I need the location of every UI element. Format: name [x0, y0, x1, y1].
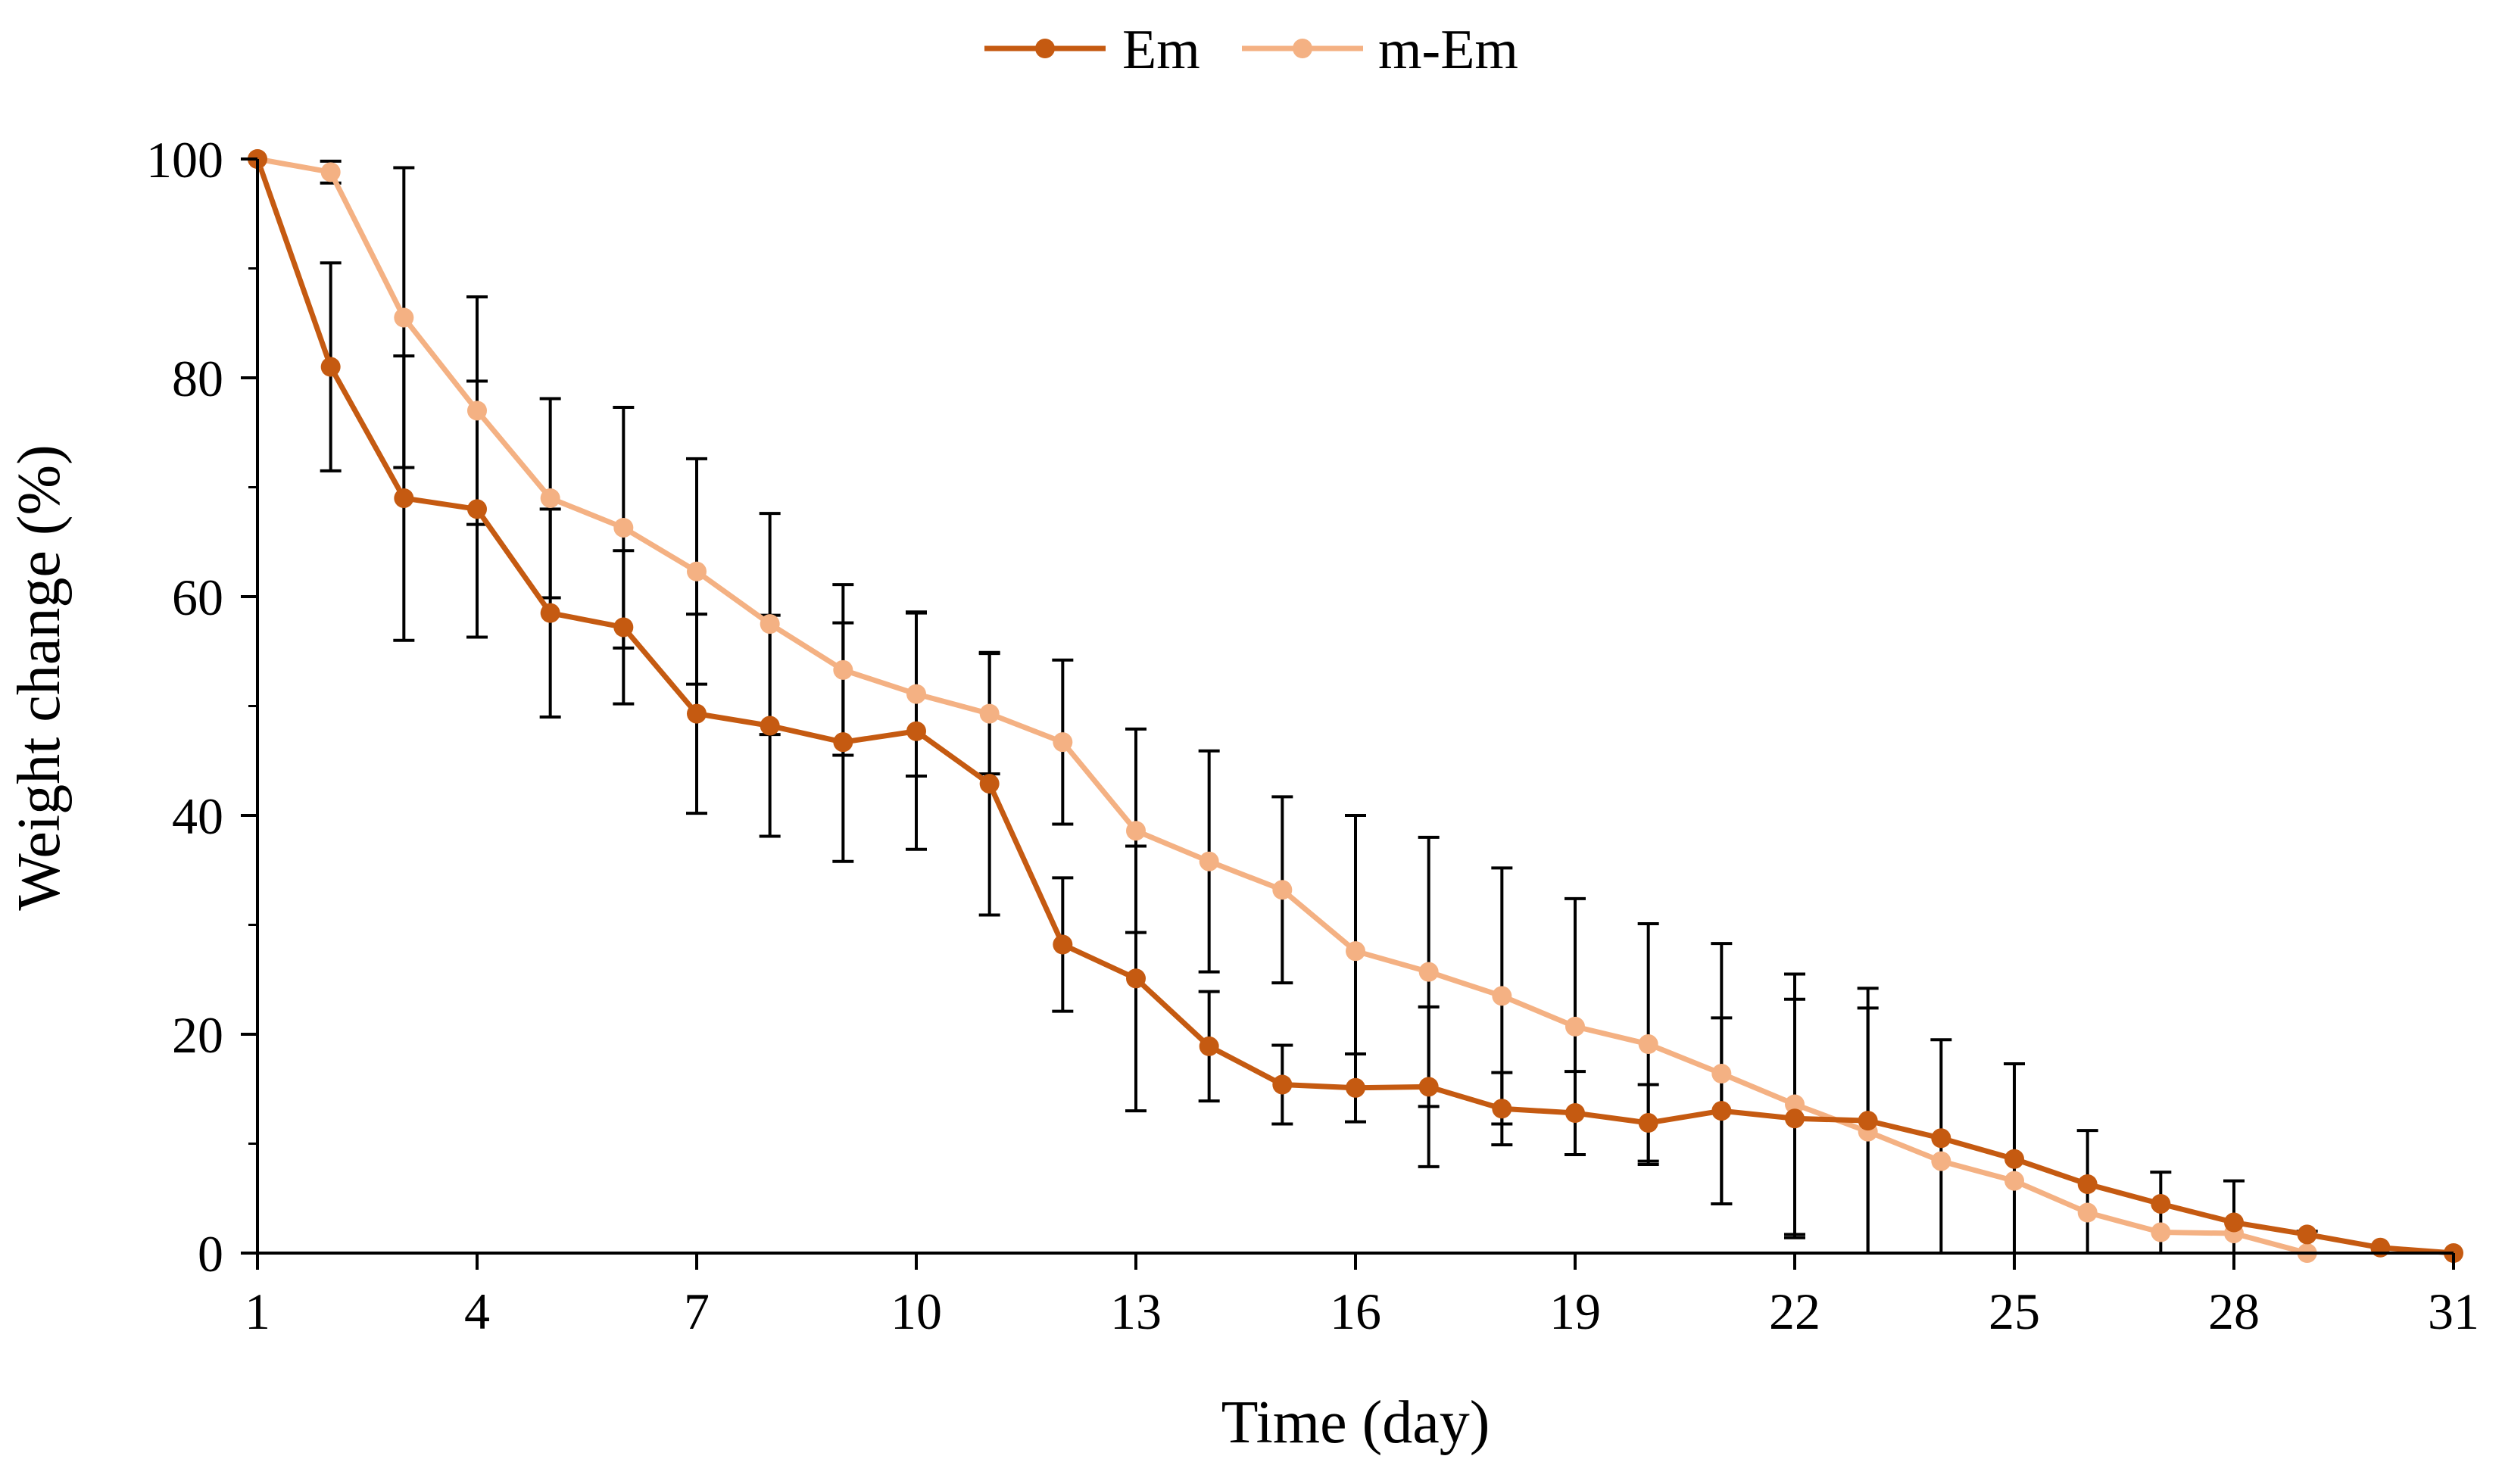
x-tick-label: 10	[891, 1283, 942, 1340]
x-tick-label: 22	[1769, 1283, 1820, 1340]
data-point-em	[1418, 1077, 1439, 1097]
x-tick-label: 7	[684, 1283, 710, 1340]
data-point-m-em	[394, 307, 414, 328]
data-point-m-em	[2004, 1171, 2024, 1191]
y-tick-label: 0	[198, 1225, 223, 1283]
data-point-em	[1565, 1103, 1585, 1124]
data-point-m-em	[1418, 962, 1439, 982]
data-point-em	[2224, 1212, 2244, 1233]
data-point-em	[540, 603, 560, 623]
x-tick-label: 25	[1989, 1283, 2040, 1340]
data-point-m-em	[2077, 1202, 2098, 1223]
data-point-m-em	[1272, 880, 1293, 900]
legend: Em m-Em	[984, 19, 1518, 81]
data-point-m-em	[1565, 1016, 1585, 1037]
data-point-em	[394, 488, 414, 508]
data-point-m-em	[540, 488, 560, 508]
legend-swatch-marker	[1293, 39, 1312, 58]
legend-swatch-marker	[1035, 39, 1055, 58]
legend-label: Em	[1122, 19, 1200, 81]
data-point-em	[979, 774, 1000, 794]
data-point-em	[1492, 1099, 1512, 1119]
data-point-m-em	[1199, 851, 1219, 871]
data-point-em	[613, 617, 634, 638]
legend-item-em: Em	[984, 19, 1200, 81]
data-point-m-em	[467, 401, 487, 421]
x-tick-label: 31	[2428, 1283, 2479, 1340]
data-point-m-em	[906, 684, 926, 704]
data-point-em	[1638, 1113, 1658, 1133]
y-tick-label: 20	[172, 1006, 223, 1064]
data-point-m-em	[979, 703, 1000, 724]
data-point-m-em	[1053, 732, 1073, 753]
data-point-m-em	[1931, 1151, 1951, 1171]
data-point-em	[2004, 1149, 2024, 1169]
data-point-m-em	[613, 517, 634, 538]
data-point-em	[1053, 934, 1073, 955]
data-point-m-em	[1126, 821, 1146, 841]
data-point-m-em	[760, 614, 780, 634]
x-tick-label: 19	[1549, 1283, 1601, 1340]
data-point-em	[1126, 968, 1146, 989]
data-point-m-em	[833, 659, 853, 680]
data-point-em	[687, 703, 707, 724]
data-point-m-em	[1638, 1034, 1658, 1055]
x-axis-title: Time (day)	[1221, 1389, 1490, 1456]
x-tick-label: 28	[2208, 1283, 2260, 1340]
error-bars	[320, 159, 2318, 1255]
y-tick-label: 60	[172, 569, 223, 626]
data-point-em	[320, 357, 341, 377]
data-point-m-em	[1785, 1094, 1805, 1115]
legend-label: m-Em	[1378, 19, 1518, 81]
data-points	[248, 149, 2463, 1263]
data-point-m-em	[687, 561, 707, 581]
data-point-m-em	[1346, 941, 1365, 962]
data-point-m-em	[1711, 1064, 1732, 1084]
data-point-em	[1858, 1111, 1878, 1131]
data-point-em	[2151, 1193, 2171, 1214]
data-point-em	[2077, 1174, 2098, 1194]
data-point-em	[1346, 1077, 1365, 1098]
data-point-em	[1785, 1108, 1805, 1129]
data-point-em	[467, 499, 487, 519]
data-point-em	[760, 716, 780, 736]
x-tick-label: 13	[1110, 1283, 1162, 1340]
data-point-m-em	[320, 162, 341, 182]
data-point-em	[1711, 1101, 1732, 1121]
x-tick-label: 16	[1330, 1283, 1381, 1340]
data-point-em	[906, 721, 926, 741]
y-axis-title: Weight change (%)	[6, 444, 73, 911]
data-point-em	[1931, 1128, 1951, 1149]
y-tick-label: 40	[172, 787, 223, 845]
x-tick-label: 1	[245, 1283, 270, 1340]
y-tick-label: 100	[146, 131, 223, 189]
axes: 0 20 40 60 80 100 1 4 7 10 13 16 19 22 25 28 31	[146, 131, 2479, 1340]
y-tick-label: 80	[172, 350, 223, 407]
data-point-em	[1272, 1074, 1293, 1095]
data-point-em	[833, 732, 853, 753]
data-point-em	[2297, 1224, 2317, 1245]
data-point-m-em	[1492, 986, 1512, 1006]
x-tick-label: 4	[464, 1283, 490, 1340]
data-point-em	[1199, 1036, 1219, 1056]
legend-item-m-em: m-Em	[1242, 19, 1518, 81]
data-point-m-em	[2151, 1222, 2171, 1242]
